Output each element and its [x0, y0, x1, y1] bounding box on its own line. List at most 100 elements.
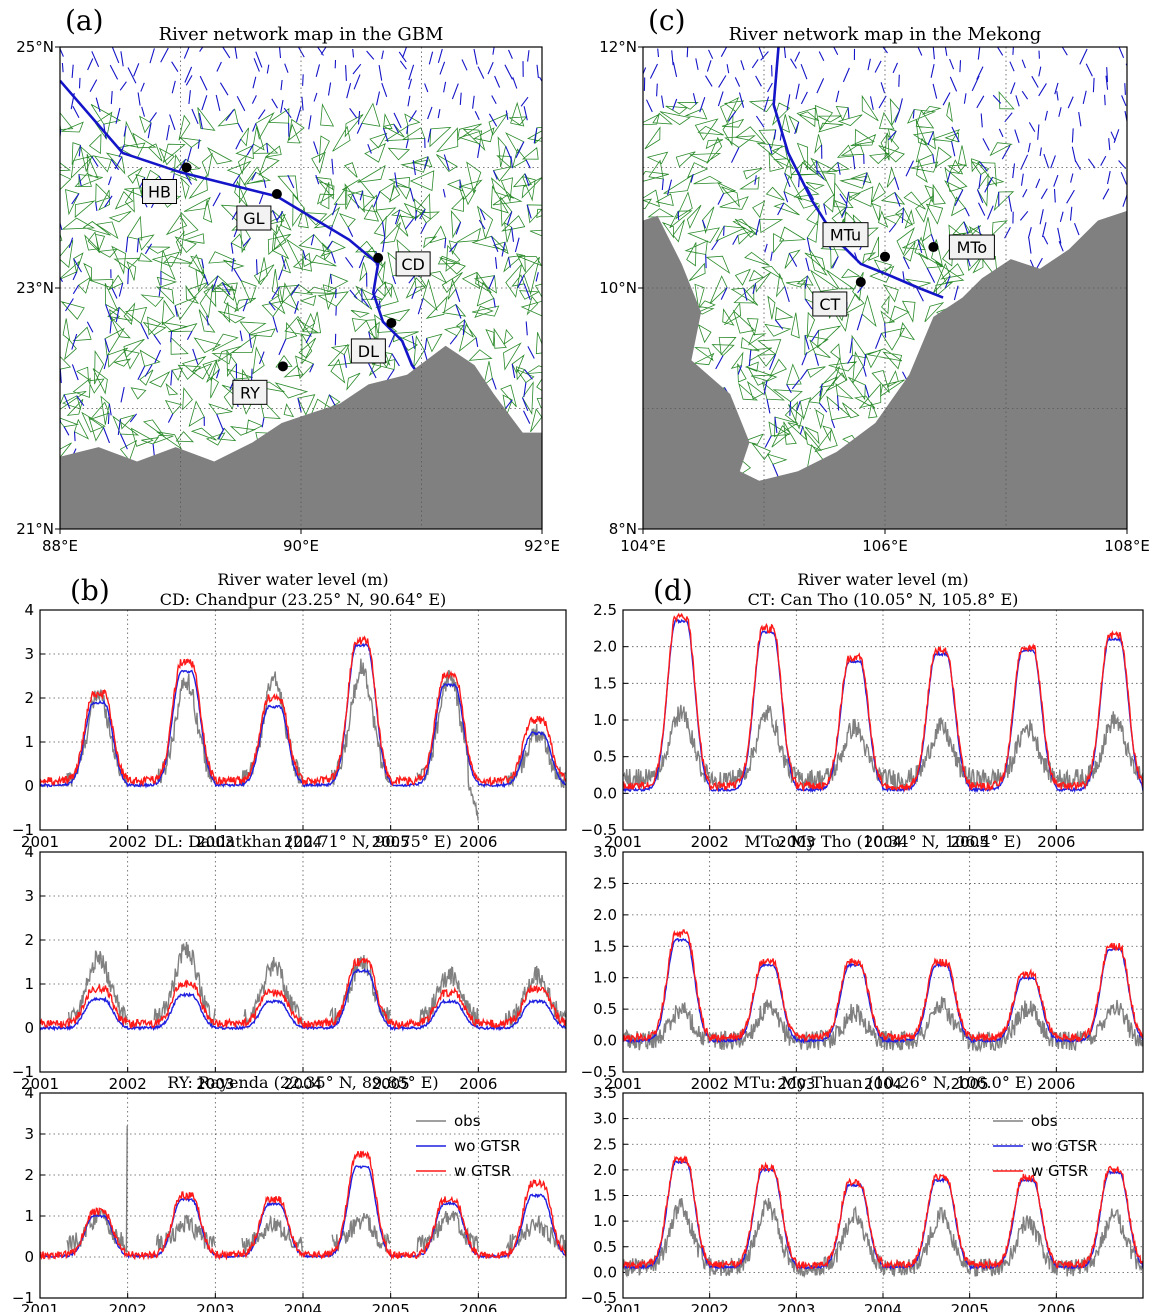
y-tick-label: 0.5 — [593, 1000, 617, 1018]
panel-letter: (b) — [70, 574, 110, 607]
station-label-box — [822, 222, 869, 248]
y-tick-label: 0.5 — [593, 1238, 617, 1256]
series-line-w-gtsr — [40, 957, 566, 1031]
y-tick-label: 2.5 — [593, 601, 617, 619]
x-tick-label: 2004 — [864, 1075, 902, 1093]
series-line-wo-gtsr — [40, 642, 566, 789]
y-tick-label: 0 — [24, 1019, 34, 1037]
x-tick-label: 2002 — [691, 833, 729, 851]
x-tick-label: 2005 — [372, 1301, 410, 1312]
y-tick-label: 4 — [24, 1084, 34, 1102]
map-y-tick-label: 10°N — [599, 279, 637, 297]
timeseries-plot: −1 0 1 2 3 4 2001 2002 2003 2004 2005 2006 CD: Chand… — [12, 570, 567, 851]
plot-title: MTu: My Thuan (10.26° N, 106.0° E) — [733, 1073, 1033, 1092]
x-tick-label: 2001 — [604, 833, 642, 851]
series-line-w-gtsr — [623, 612, 1143, 793]
plot-frame — [39, 1092, 567, 1299]
plot-lines — [623, 929, 1143, 1053]
y-tick-label: 2.5 — [593, 874, 617, 892]
x-tick-label: 2005 — [372, 1075, 410, 1093]
y-tick-label: −0.5 — [581, 1063, 617, 1081]
x-tick-label: 2006 — [459, 1301, 497, 1312]
x-tick-label: 2003 — [777, 833, 815, 851]
x-tick-label: 2001 — [21, 833, 59, 851]
y-tick-label: 2.0 — [593, 906, 617, 924]
station-marker — [277, 361, 288, 372]
y-tick-label: 2.0 — [593, 638, 617, 656]
y-tick-label: 3.0 — [593, 843, 617, 861]
station-marker — [271, 189, 282, 200]
plot-title: CT: Can Tho (10.05° N, 105.8° E) — [748, 590, 1019, 609]
station-marker — [386, 317, 397, 328]
series-line-obs — [67, 941, 566, 1028]
y-tick-label: 1.0 — [593, 1212, 617, 1230]
x-tick-label: 2003 — [777, 1075, 815, 1093]
x-tick-label: 2006 — [1037, 1301, 1075, 1312]
main-river — [60, 79, 438, 405]
x-tick-label: 2006 — [1037, 1075, 1075, 1093]
x-tick-label: 2004 — [284, 1075, 322, 1093]
station-label-box — [395, 251, 431, 277]
y-tick-label: −0.5 — [581, 821, 617, 839]
station-marker — [373, 252, 384, 263]
y-tick-label: 0.0 — [593, 1263, 617, 1281]
x-tick-label: 2004 — [284, 833, 322, 851]
plot-lines — [623, 1155, 1143, 1279]
map-y-tick-label: 8°N — [609, 520, 637, 538]
panel-letter: (d) — [653, 574, 693, 607]
station-label: MTu — [830, 226, 861, 245]
x-tick-label: 2001 — [21, 1301, 59, 1312]
station-marker — [855, 276, 866, 287]
y-tick-label: 1 — [24, 975, 34, 993]
station-label: CT — [819, 295, 840, 314]
y-tick-label: 3 — [24, 1125, 34, 1143]
legend-label: wo GTSR — [454, 1137, 520, 1155]
legend-label: wo GTSR — [1031, 1137, 1097, 1155]
river-network-links — [643, 90, 1015, 483]
y-tick-label: 4 — [24, 601, 34, 619]
x-tick-label: 2003 — [196, 1301, 234, 1312]
station-label-box — [948, 234, 995, 260]
station-label-box — [812, 291, 848, 317]
station-label-box — [236, 205, 272, 231]
y-tick-label: 0.0 — [593, 784, 617, 802]
plot-title: DL: Daulatkhan (22.71° N, 90.75° E) — [154, 832, 452, 851]
map-y-tick-label: 25°N — [16, 38, 54, 56]
y-tick-label: 3 — [24, 645, 34, 663]
station-label-box — [142, 179, 178, 204]
legend-label: obs — [1031, 1112, 1058, 1130]
x-tick-label: 2001 — [604, 1075, 642, 1093]
station-label: CD — [401, 255, 425, 274]
plot-header: River water level (m) — [797, 570, 968, 589]
station-label: DL — [358, 342, 379, 361]
x-tick-label: 2002 — [691, 1301, 729, 1312]
map-content — [60, 47, 542, 529]
station-marker — [880, 251, 890, 262]
y-tick-label: 2.0 — [593, 1161, 617, 1179]
x-tick-label: 2005 — [951, 833, 989, 851]
map-x-tick-label: 106°E — [862, 537, 908, 555]
y-tick-label: 2 — [24, 1166, 34, 1184]
map-x-tick-label: 108°E — [1104, 537, 1150, 555]
x-tick-label: 2005 — [372, 833, 410, 851]
x-tick-label: 2001 — [604, 1301, 642, 1312]
map-title: River network map in the Mekong — [729, 24, 1042, 45]
sea-area — [60, 345, 542, 529]
map-content — [643, 47, 1127, 529]
map-x-tick-label: 88°E — [42, 537, 78, 555]
station-label: GL — [243, 209, 264, 228]
y-tick-label: 0.5 — [593, 748, 617, 766]
x-tick-label: 2004 — [284, 1301, 322, 1312]
series-line-w-gtsr — [40, 635, 566, 788]
series-line-w-gtsr — [623, 1155, 1143, 1271]
plot-frame — [622, 1092, 1144, 1299]
plot-frame — [39, 851, 567, 1073]
y-tick-label: −1 — [12, 1289, 34, 1307]
x-tick-label: 2006 — [459, 1075, 497, 1093]
legend-label: w GTSR — [1031, 1162, 1088, 1180]
y-tick-label: 1.0 — [593, 711, 617, 729]
plot-lines — [623, 612, 1143, 794]
y-tick-label: 2 — [24, 689, 34, 707]
